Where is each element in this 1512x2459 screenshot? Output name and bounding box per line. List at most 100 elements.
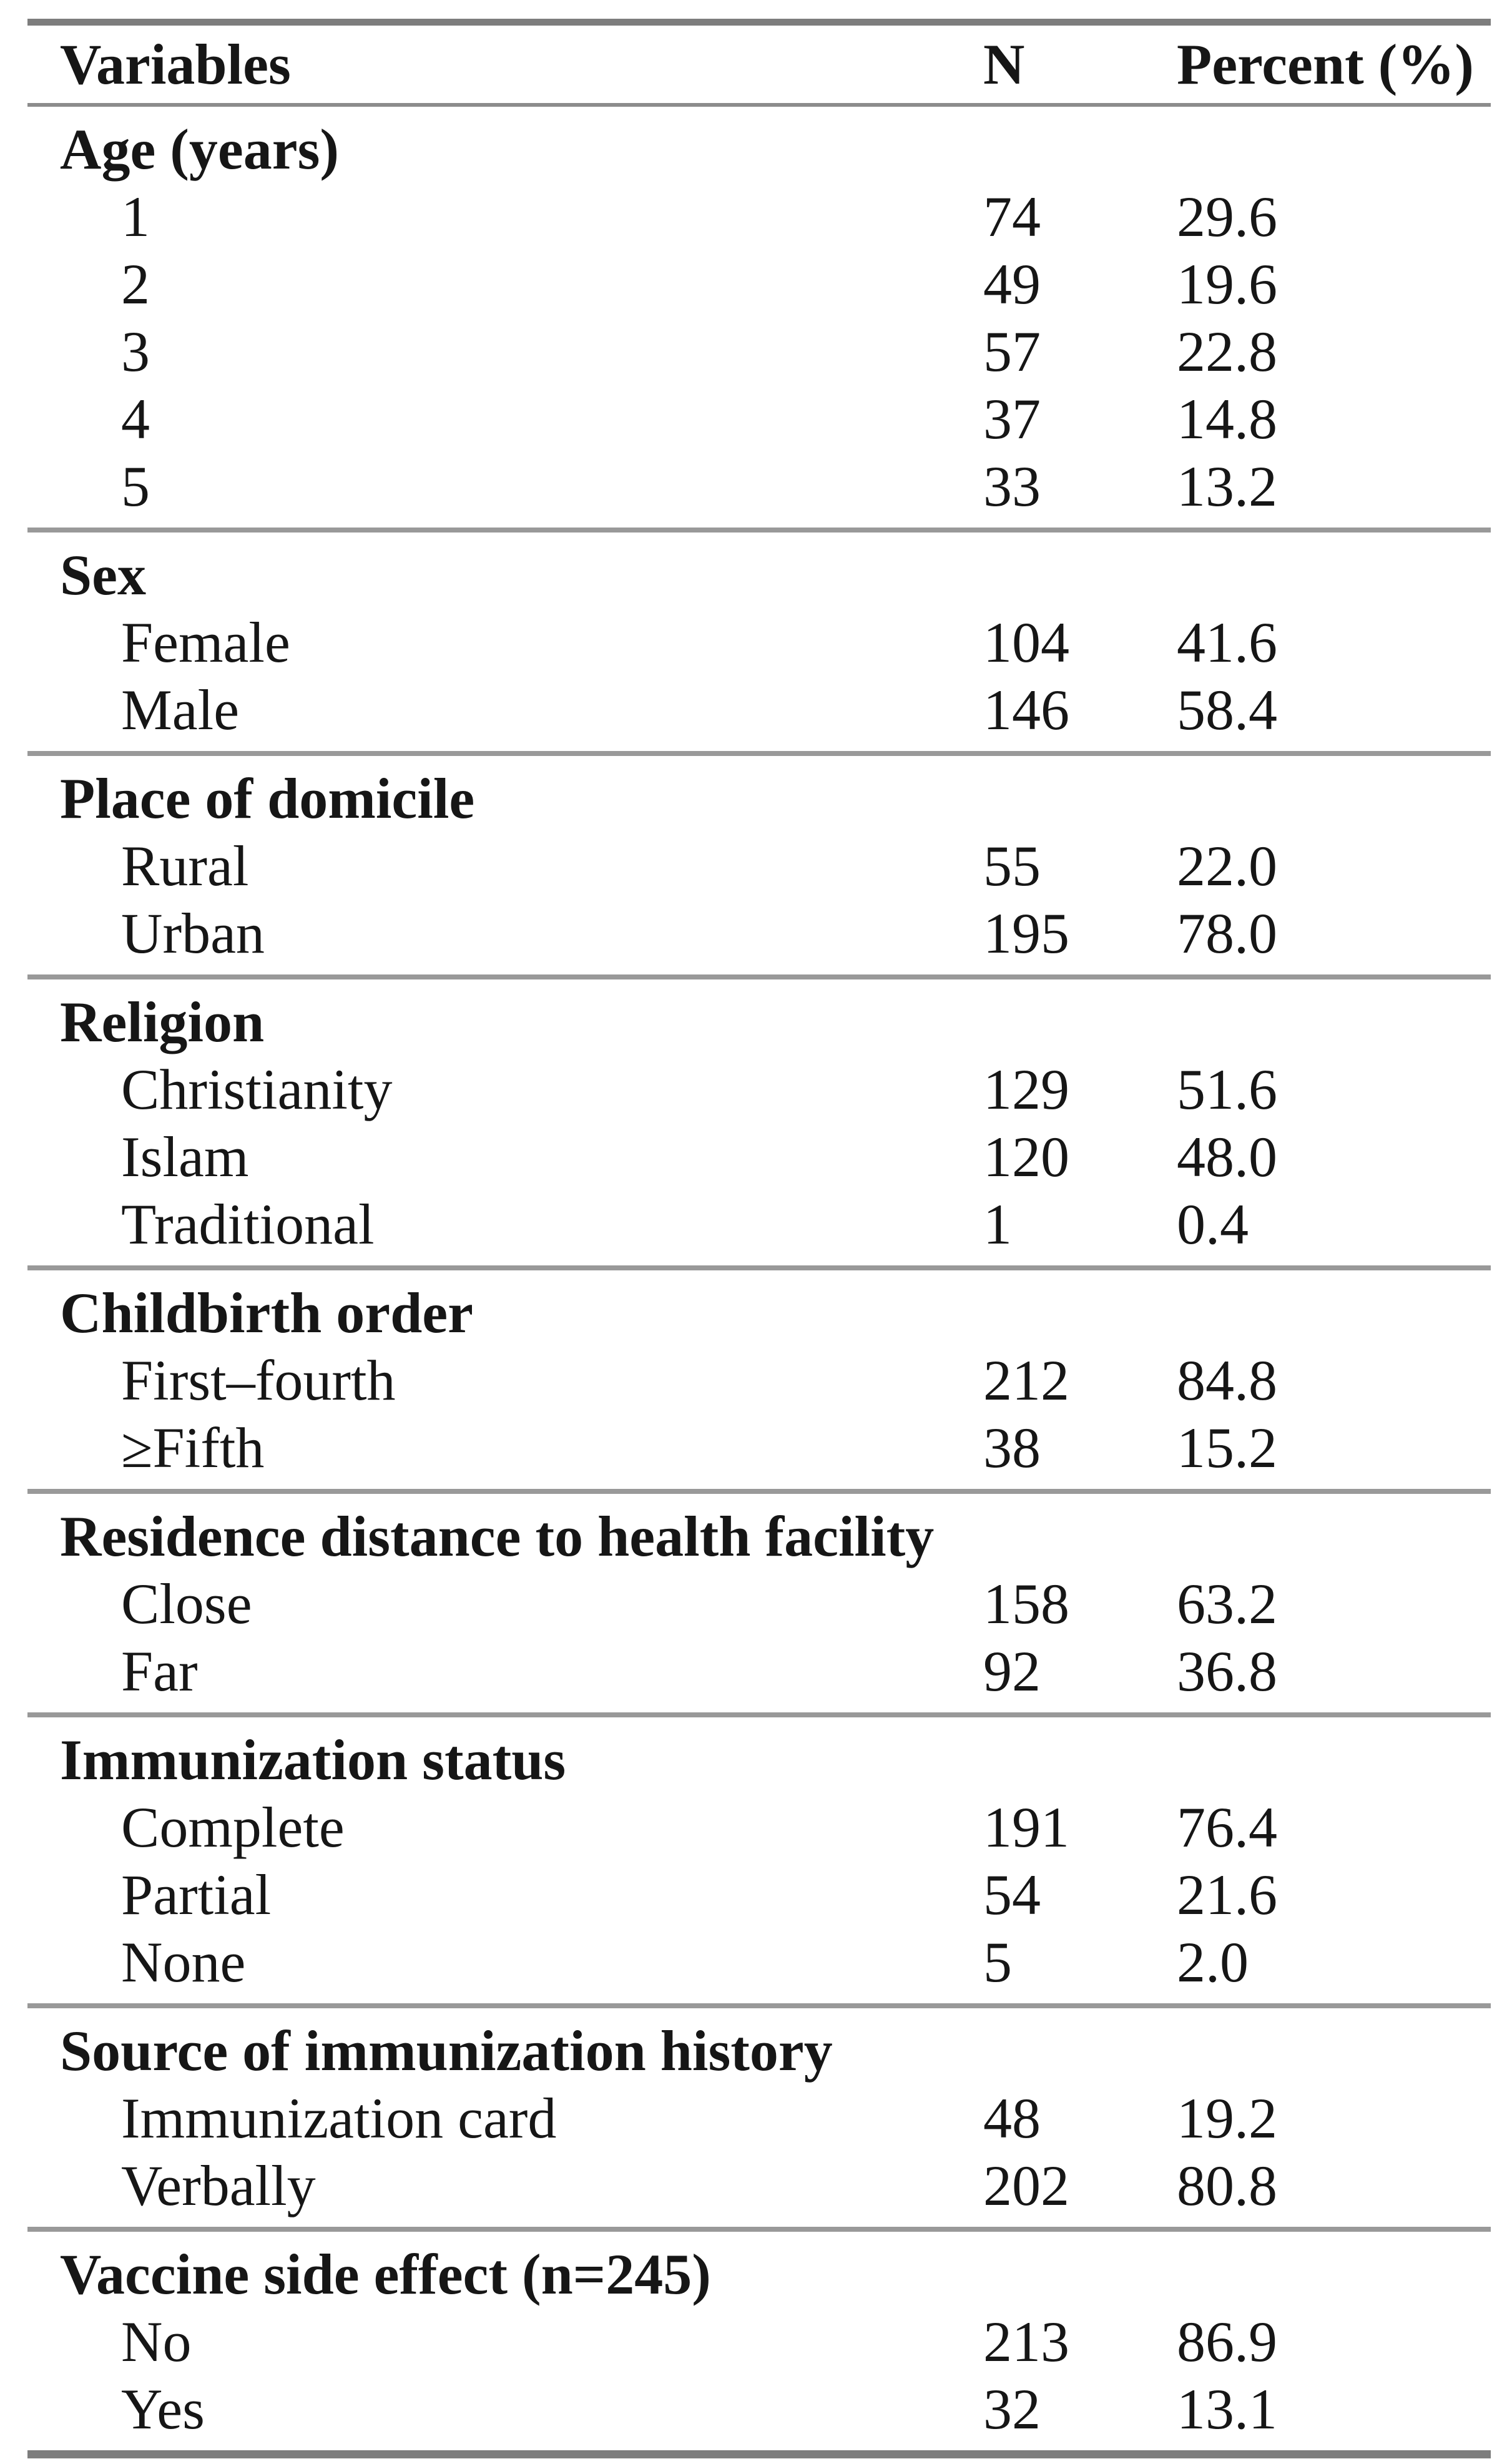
row-percent-value: 29.6 [1177, 185, 1277, 248]
row-label: ≥Fifth [121, 1416, 265, 1480]
row-percent-value: 36.8 [1177, 1639, 1277, 1703]
row-percent-value: 58.4 [1177, 678, 1277, 742]
section-label: Sex [60, 543, 146, 607]
row-percent-value: 22.8 [1177, 320, 1277, 383]
row-label: Far [121, 1639, 198, 1703]
section-label: Source of immunization history [60, 2019, 833, 2083]
row-label: No [121, 2310, 192, 2373]
section-label: Age (years) [60, 117, 340, 181]
section-header-row: Childbirth order [27, 1279, 1491, 1347]
table-row: 4 37 14.8 [27, 385, 1491, 453]
row-label: 1 [121, 185, 150, 248]
row-label: 4 [121, 387, 150, 451]
section-header-row: Immunization status [27, 1726, 1491, 1794]
table-row: Far 92 36.8 [27, 1637, 1491, 1705]
table-section: Vaccine side effect (n=245) No 213 86.9 Yes 3… [27, 2227, 1491, 2450]
table-row: Christianity 129 51.6 [27, 1056, 1491, 1123]
row-n-value: 55 [983, 834, 1041, 898]
table-row: Male 146 58.4 [27, 676, 1491, 744]
table-section: Immunization status Complete 191 76.4 Partia… [27, 1712, 1491, 2003]
table-row: Yes 32 13.1 [27, 2375, 1491, 2443]
section-header-row: Sex [27, 541, 1491, 609]
row-percent-value: 0.4 [1177, 1192, 1249, 1256]
column-header-variables: Variables [60, 32, 291, 96]
row-label: Traditional [121, 1192, 375, 1256]
row-percent-value: 48.0 [1177, 1125, 1277, 1189]
table-row: Female 104 41.6 [27, 609, 1491, 676]
table-row: First–fourth 212 84.8 [27, 1347, 1491, 1414]
row-label: None [121, 1930, 246, 1994]
row-percent-value: 13.2 [1177, 454, 1277, 518]
section-label: Religion [60, 990, 265, 1054]
row-n-value: 57 [983, 320, 1041, 383]
row-percent-value: 21.6 [1177, 1863, 1277, 1926]
table-section: Place of domicile Rural 55 22.0 Urban 195 78.0 [27, 751, 1491, 974]
row-percent-value: 78.0 [1177, 901, 1277, 965]
row-n-value: 202 [983, 2154, 1069, 2217]
table-row: Close 158 63.2 [27, 1570, 1491, 1637]
row-label: Yes [121, 2377, 205, 2441]
section-header-row: Residence distance to health facility [27, 1503, 1491, 1570]
row-n-value: 195 [983, 901, 1069, 965]
table-section: Religion Christianity 129 51.6 Islam 120 48.0 T… [27, 974, 1491, 1265]
table-row: 1 74 29.6 [27, 183, 1491, 250]
row-n-value: 129 [983, 1058, 1069, 1121]
row-n-value: 37 [983, 387, 1041, 451]
section-header-row: Place of domicile [27, 765, 1491, 832]
table-section: Age (years) 1 74 29.6 2 49 19.6 3 57 22.8 4 37 14.8 5… [27, 107, 1491, 528]
table-body: Age (years) 1 74 29.6 2 49 19.6 3 57 22.8 4 37 14.8 5… [27, 107, 1491, 2450]
table-section: Sex Female 104 41.6 Male 146 58.4 [27, 528, 1491, 751]
row-percent-value: 19.6 [1177, 252, 1277, 316]
table-header-row: Variables N Percent (%) [27, 26, 1491, 107]
column-header-n: N [983, 32, 1025, 96]
table-row: 5 33 13.2 [27, 453, 1491, 520]
row-n-value: 32 [983, 2377, 1041, 2441]
section-label: Place of domicile [60, 767, 475, 830]
row-n-value: 5 [983, 1930, 1012, 1994]
row-percent-value: 14.8 [1177, 387, 1277, 451]
section-header-row: Age (years) [27, 115, 1491, 183]
section-header-row: Vaccine side effect (n=245) [27, 2241, 1491, 2308]
row-label: 2 [121, 252, 150, 316]
row-n-value: 120 [983, 1125, 1069, 1189]
table-section: Childbirth order First–fourth 212 84.8 ≥Fift… [27, 1265, 1491, 1489]
row-percent-value: 2.0 [1177, 1930, 1249, 1994]
section-label: Childbirth order [60, 1281, 473, 1345]
row-percent-value: 51.6 [1177, 1058, 1277, 1121]
row-n-value: 54 [983, 1863, 1041, 1926]
row-percent-value: 84.8 [1177, 1348, 1277, 1412]
section-label: Residence distance to health facility [60, 1504, 935, 1568]
row-n-value: 33 [983, 454, 1041, 518]
row-label: Female [121, 611, 290, 674]
table-row: Islam 120 48.0 [27, 1123, 1491, 1190]
row-n-value: 49 [983, 252, 1041, 316]
row-percent-value: 22.0 [1177, 834, 1277, 898]
row-percent-value: 86.9 [1177, 2310, 1277, 2373]
row-n-value: 158 [983, 1572, 1069, 1636]
table-row: Traditional 1 0.4 [27, 1190, 1491, 1258]
section-label: Immunization status [60, 1728, 566, 1792]
table-row: Rural 55 22.0 [27, 832, 1491, 900]
row-label: Immunization card [121, 2086, 557, 2150]
frequency-table: Variables N Percent (%) Age (years) 1 74 29… [27, 19, 1491, 2458]
row-percent-value: 15.2 [1177, 1416, 1277, 1480]
row-label: Rural [121, 834, 249, 898]
row-n-value: 38 [983, 1416, 1041, 1480]
row-percent-value: 63.2 [1177, 1572, 1277, 1636]
row-n-value: 146 [983, 678, 1069, 742]
row-n-value: 92 [983, 1639, 1041, 1703]
table-row: Immunization card 48 19.2 [27, 2084, 1491, 2152]
table-row: ≥Fifth 38 15.2 [27, 1414, 1491, 1481]
row-label: Complete [121, 1795, 345, 1859]
row-percent-value: 76.4 [1177, 1795, 1277, 1859]
section-header-row: Religion [27, 988, 1491, 1056]
row-percent-value: 19.2 [1177, 2086, 1277, 2150]
row-label: Christianity [121, 1058, 393, 1121]
column-header-percent: Percent (%) [1177, 32, 1474, 96]
row-label: Islam [121, 1125, 249, 1189]
table-row: No 213 86.9 [27, 2308, 1491, 2375]
row-label: 5 [121, 454, 150, 518]
row-label: Male [121, 678, 240, 742]
table-section: Residence distance to health facility Clo… [27, 1489, 1491, 1712]
table-row: Urban 195 78.0 [27, 900, 1491, 967]
